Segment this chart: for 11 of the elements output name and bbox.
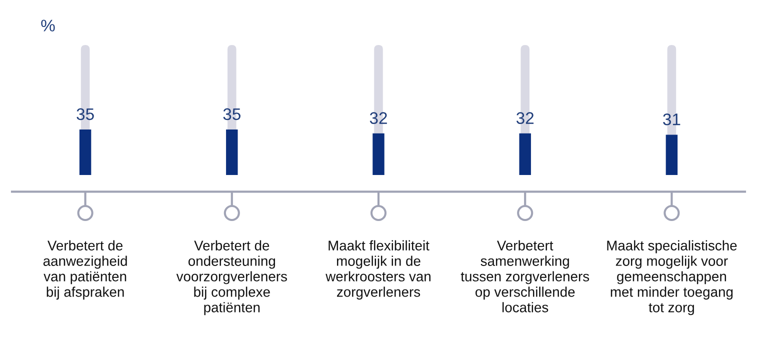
x-tick-label: Verbetert de ondersteuning voorzorgverleners bij complexe patiënten [176, 240, 287, 316]
x-tick-label: Maakt specialistische zorg mogelijk voor gemeenschappen met minder toegang tot zorg [607, 240, 737, 316]
x-tick-label: Verbetert samenwerking tussen zorgverleners op verschillende locaties [460, 240, 590, 312]
y-axis-title: % [41, 20, 55, 32]
data-label: 35 [223, 108, 240, 120]
x-tick-label: Maakt flexibiliteit mogelijk in de werkroosters van zorgverleners [326, 240, 430, 300]
x-tick-label: Verbetert de aanwezigheid van patiënten bij afspraken [43, 240, 127, 300]
data-label: 32 [370, 112, 387, 124]
data-label: 31 [663, 113, 680, 126]
data-label: 32 [516, 112, 534, 124]
data-label: 35 [76, 108, 94, 120]
